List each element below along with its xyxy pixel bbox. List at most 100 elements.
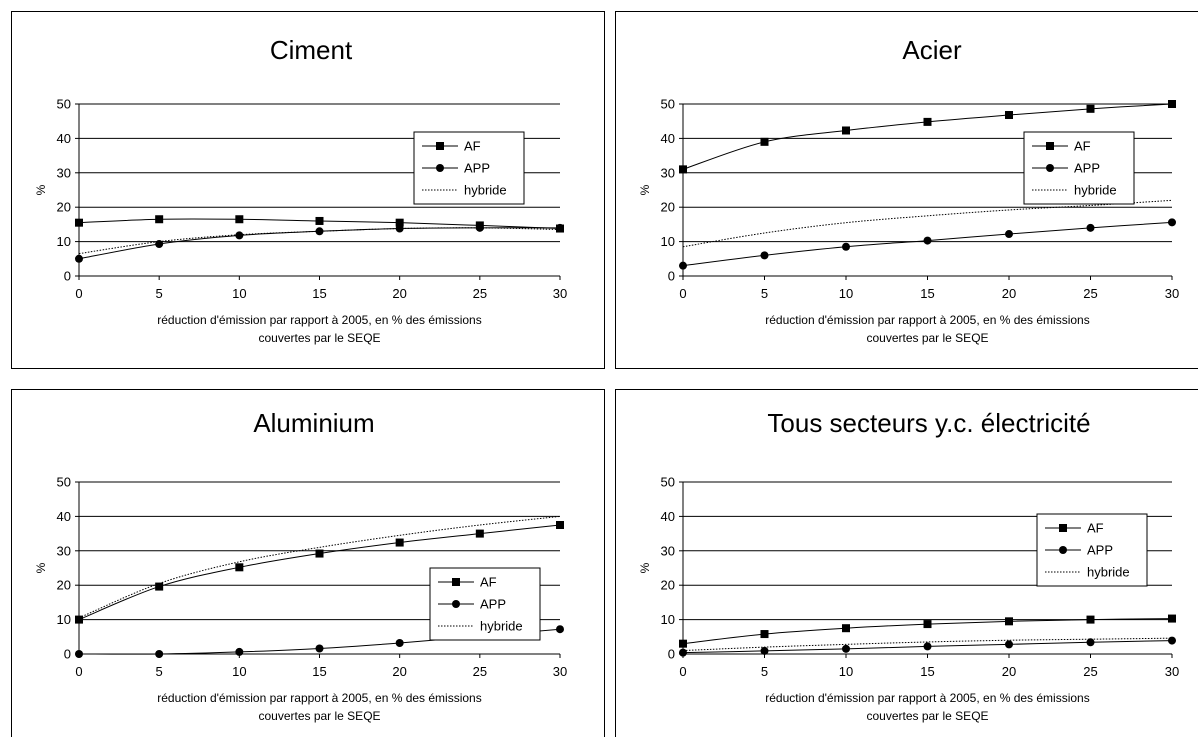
x-tick-label: 30 xyxy=(1165,664,1179,679)
series-line-hybride xyxy=(682,637,1173,652)
legend: AF APP hybride xyxy=(413,131,525,205)
data-point-app xyxy=(679,261,687,270)
x-axis-label: couvertes par le SEQE xyxy=(258,331,380,345)
x-tick-label: 15 xyxy=(312,664,326,679)
data-point-app xyxy=(1005,640,1013,649)
y-tick-label: 20 xyxy=(57,578,71,593)
x-axis-label: réduction d'émission par rapport à 2005,… xyxy=(765,691,1089,705)
legend-marker-af xyxy=(452,578,460,586)
chart-title: Acier xyxy=(902,35,962,65)
x-tick-label: 5 xyxy=(156,286,163,301)
x-tick-label: 15 xyxy=(920,286,934,301)
data-point-af xyxy=(395,218,404,227)
x-tick-label: 25 xyxy=(1083,664,1097,679)
data-point-app xyxy=(235,647,244,656)
y-tick-label: 40 xyxy=(57,509,71,524)
y-tick-label: 30 xyxy=(661,165,675,180)
chart-ciment: Ciment 0 10 20 30 40 50 0 5 10 15 20 25 30% réduction … xyxy=(34,35,567,345)
data-point-af xyxy=(923,620,932,629)
y-tick-label: 0 xyxy=(668,269,675,284)
data-point-af xyxy=(842,624,850,633)
series-line-hybride xyxy=(78,515,561,619)
y-tick-label: 50 xyxy=(57,97,71,112)
data-point-app xyxy=(155,650,164,658)
legend-marker-af xyxy=(1059,524,1067,532)
x-tick-label: 25 xyxy=(1083,286,1097,301)
data-point-app xyxy=(75,254,83,263)
y-tick-label: 50 xyxy=(57,475,71,490)
y-tick-label: 20 xyxy=(661,200,675,215)
x-axis-label: couvertes par le SEQE xyxy=(866,709,988,723)
data-point-af xyxy=(75,615,83,624)
legend-marker-app xyxy=(452,600,460,608)
data-point-af xyxy=(75,218,83,227)
x-tick-label: 5 xyxy=(761,286,768,301)
legend-label-hybride: hybride xyxy=(464,183,507,198)
chart-title: Aluminium xyxy=(253,408,374,438)
data-point-app xyxy=(679,648,687,657)
legend: AF APP hybride xyxy=(1036,513,1148,587)
data-point-af xyxy=(760,137,769,146)
chart-panel-ciment: Ciment 0 10 20 30 40 50 0 5 10 15 20 25 30% réduction … xyxy=(11,11,605,369)
y-tick-label: 0 xyxy=(668,647,675,662)
legend-label-hybride: hybride xyxy=(1074,183,1117,198)
chart-title: Tous secteurs y.c. électricité xyxy=(767,408,1090,438)
data-point-app xyxy=(235,231,244,240)
data-point-af xyxy=(315,216,324,225)
y-tick-label: 20 xyxy=(57,200,71,215)
chart-aluminium: Aluminium 0 10 20 30 40 50 0 5 10 15 20 25 30% réducti… xyxy=(34,408,567,723)
data-point-af xyxy=(679,639,687,648)
data-point-af xyxy=(1005,111,1013,120)
chart-title: Ciment xyxy=(270,35,353,65)
x-tick-label: 15 xyxy=(920,664,934,679)
data-point-af xyxy=(1086,104,1095,113)
data-point-app xyxy=(315,644,324,653)
data-point-af xyxy=(842,126,850,135)
y-tick-label: 20 xyxy=(661,578,675,593)
legend-label-app: APP xyxy=(1074,161,1100,176)
x-tick-label: 0 xyxy=(679,286,686,301)
data-point-app xyxy=(556,625,564,634)
x-tick-label: 10 xyxy=(839,664,853,679)
data-point-app xyxy=(842,644,850,653)
data-point-af xyxy=(556,521,564,529)
legend-label-app: APP xyxy=(464,161,490,176)
legend-marker-app xyxy=(1046,164,1054,172)
data-point-app xyxy=(842,242,850,251)
y-tick-label: 10 xyxy=(57,234,71,249)
data-point-af xyxy=(1086,615,1095,624)
x-axis-label: réduction d'émission par rapport à 2005,… xyxy=(157,313,481,327)
x-tick-label: 10 xyxy=(232,664,246,679)
x-tick-label: 30 xyxy=(553,664,567,679)
data-point-app xyxy=(315,227,324,236)
x-tick-label: 30 xyxy=(553,286,567,301)
y-axis-label: % xyxy=(638,184,652,195)
x-tick-label: 5 xyxy=(156,664,163,679)
data-point-af xyxy=(155,582,164,591)
y-axis-label: % xyxy=(34,562,48,573)
x-tick-label: 30 xyxy=(1165,286,1179,301)
data-point-app xyxy=(923,642,932,651)
y-tick-label: 30 xyxy=(57,165,71,180)
x-tick-label: 0 xyxy=(75,286,82,301)
series-line-hybride xyxy=(682,199,1173,248)
y-tick-label: 40 xyxy=(57,131,71,146)
chart-panel-aluminium: Aluminium 0 10 20 30 40 50 0 5 10 15 20 25 30% réducti… xyxy=(11,389,605,737)
data-point-app xyxy=(395,638,404,647)
chart-panel-tous-secteurs: Tous secteurs y.c. électricité 0 10 20 30 40 5… xyxy=(615,389,1198,737)
x-axis-label: réduction d'émission par rapport à 2005,… xyxy=(157,691,481,705)
y-tick-label: 40 xyxy=(661,509,675,524)
y-tick-label: 30 xyxy=(57,543,71,558)
legend: AF APP hybride xyxy=(1023,131,1135,205)
data-point-app xyxy=(556,223,564,232)
data-point-af xyxy=(235,215,244,224)
x-axis-label: couvertes par le SEQE xyxy=(258,709,380,723)
x-tick-label: 10 xyxy=(839,286,853,301)
legend-label-app: APP xyxy=(1087,543,1113,558)
legend-label-hybride: hybride xyxy=(1087,565,1130,580)
legend-label-af: AF xyxy=(1074,139,1091,154)
data-point-af xyxy=(923,117,932,126)
data-point-app xyxy=(760,251,769,260)
data-point-app xyxy=(1168,218,1176,227)
x-tick-label: 5 xyxy=(761,664,768,679)
